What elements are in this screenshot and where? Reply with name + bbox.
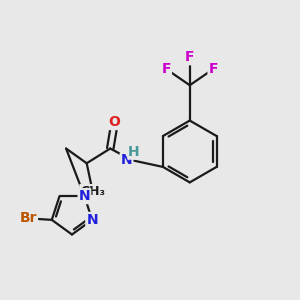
Text: F: F: [185, 50, 194, 64]
Text: N: N: [86, 213, 98, 227]
Text: CH₃: CH₃: [80, 185, 105, 198]
Text: F: F: [161, 62, 171, 76]
Text: O: O: [109, 115, 121, 129]
Text: F: F: [208, 62, 218, 76]
Text: Br: Br: [20, 212, 37, 225]
Text: N: N: [121, 153, 132, 167]
Text: N: N: [79, 189, 90, 203]
Text: H: H: [128, 145, 140, 159]
